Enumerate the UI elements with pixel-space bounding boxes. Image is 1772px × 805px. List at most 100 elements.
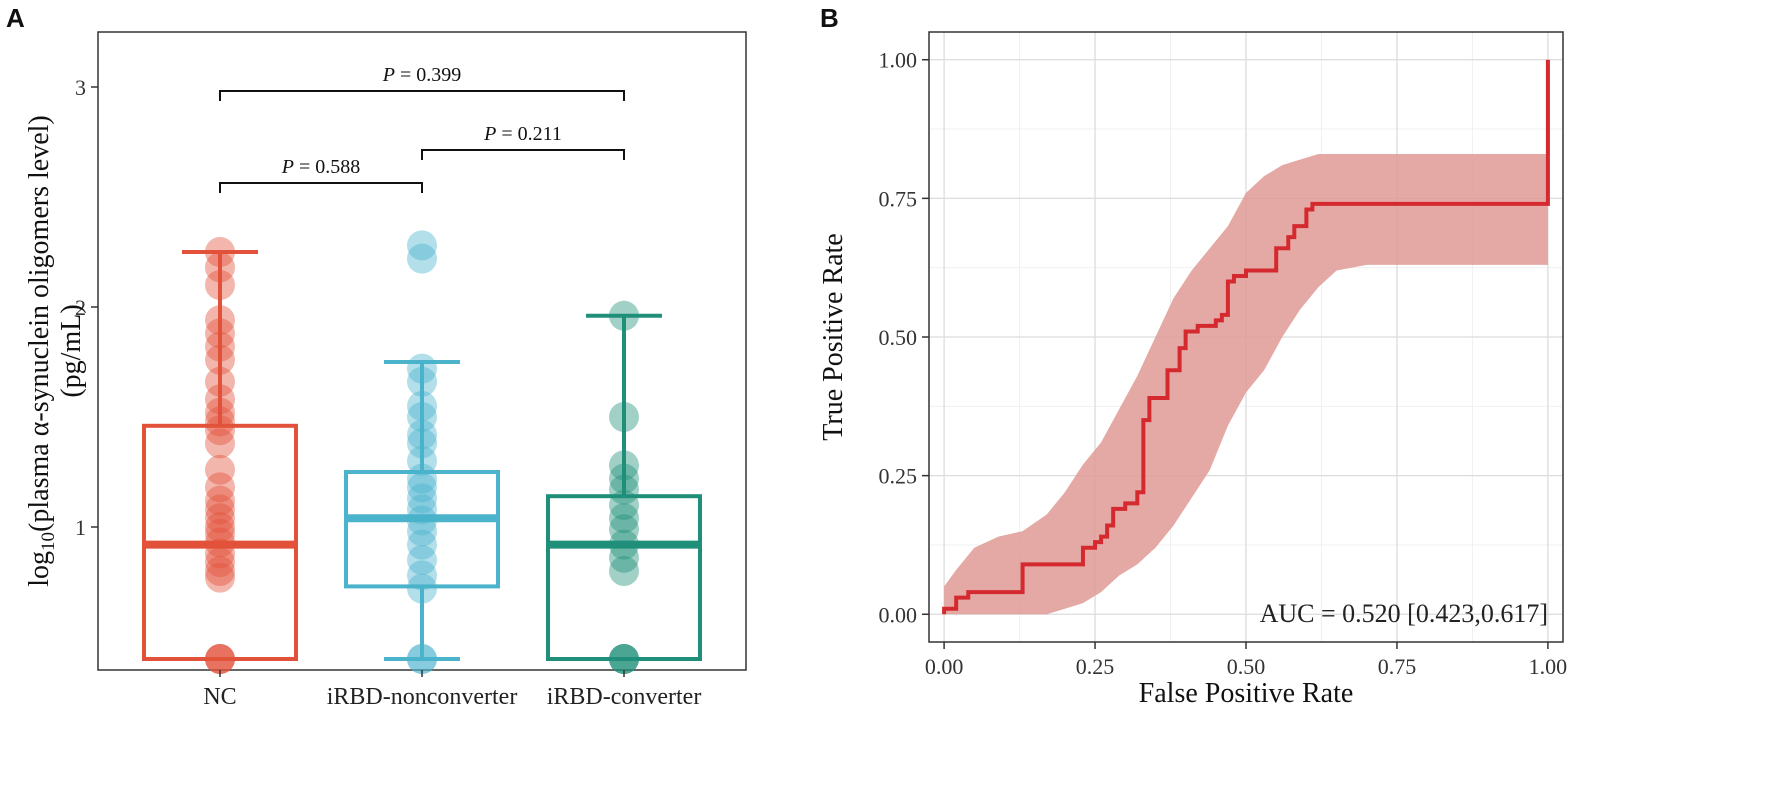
data-point: [407, 243, 437, 274]
data-point: [205, 562, 235, 593]
data-point: [205, 518, 235, 549]
comparison-bracket: P = 0.399: [219, 64, 625, 101]
data-point: [205, 644, 235, 674]
panel-letter-b: B: [820, 3, 839, 33]
data-point: [609, 644, 639, 674]
data-point: [407, 230, 437, 261]
data-point: [407, 516, 437, 547]
data-point: [609, 490, 639, 520]
data-point: [205, 415, 235, 446]
x-category-label: NC: [203, 684, 236, 710]
data-point: [205, 556, 235, 586]
p-value-label: P = 0.588: [281, 156, 361, 178]
x-tick-label-b: 0.75: [1378, 654, 1417, 679]
data-point: [205, 252, 235, 283]
data-point: [205, 344, 235, 375]
data-point: [205, 428, 235, 459]
y-tick-label-b: 1.00: [879, 48, 918, 73]
data-point: [407, 483, 437, 514]
data-point: [407, 391, 437, 421]
y-tick-label-b: 0.50: [879, 325, 918, 350]
data-point: [407, 573, 437, 604]
y-tick-label-b: 0.75: [879, 186, 918, 211]
data-point: [609, 402, 639, 432]
x-tick-label-b: 1.00: [1529, 654, 1568, 679]
data-point: [609, 474, 639, 505]
axis-ticks-b: 0.00 0.25 0.50 0.75 1.00 0.00 0.25 0.50 0.75 1.00: [879, 48, 1568, 679]
p-value-label: P = 0.399: [382, 64, 462, 86]
bracket-line: [421, 149, 625, 160]
roc-curve: [942, 59, 1550, 615]
data-point: [205, 305, 235, 336]
data-point: [609, 450, 639, 481]
data-point: [609, 644, 639, 674]
data-point: [407, 402, 437, 432]
iqr-box: [546, 494, 702, 662]
panel-letter-a: A: [6, 3, 25, 33]
bracket-line: [219, 90, 625, 101]
data-point: [205, 331, 235, 362]
data-point: [407, 366, 437, 397]
data-points: [205, 230, 639, 674]
p-value-label: P = 0.211: [483, 123, 562, 145]
data-point: [609, 529, 639, 560]
data-point: [609, 463, 639, 494]
box-series: [142, 250, 702, 662]
data-point: [609, 514, 639, 545]
data-point: [205, 270, 235, 300]
data-point: [205, 237, 235, 267]
x-tick-label-b: 0.50: [1227, 654, 1266, 679]
box-plot-panel: 1 2 3 P = 0.588 P = 0.211 P = 0.399 NC iRBD-n…: [24, 31, 747, 710]
data-point: [609, 300, 639, 331]
confidence-band: [944, 154, 1548, 615]
y-tick-label-a: 3: [75, 75, 86, 100]
data-point: [205, 503, 235, 534]
y-tick-label-b: 0.00: [879, 602, 918, 627]
data-point: [205, 494, 235, 525]
data-point: [609, 556, 639, 586]
comparison-bracket: P = 0.588: [219, 156, 423, 193]
data-point: [205, 538, 235, 569]
data-point: [205, 406, 235, 437]
data-point: [407, 529, 437, 560]
data-point: [205, 644, 235, 674]
data-point: [407, 463, 437, 494]
data-point: [407, 644, 437, 674]
y-axis-title-a-line2: (pg/mL): [56, 304, 87, 397]
bracket-line: [219, 182, 423, 193]
x-axis-title-b: False Positive Rate: [1139, 678, 1354, 709]
comparison-bracket: P = 0.211: [421, 123, 625, 160]
data-point: [205, 397, 235, 428]
x-category-label: iRBD-nonconverter: [327, 684, 518, 710]
data-point: [407, 494, 437, 525]
box-irbd-nonconverter: [344, 360, 500, 661]
roc-panel: 0.00 0.25 0.50 0.75 1.00 0.00 0.25 0.50 0.75 1.00…: [818, 31, 1568, 709]
x-category-label: iRBD-converter: [547, 684, 702, 710]
x-tick-label-b: 0.00: [925, 654, 964, 679]
data-point: [407, 472, 437, 503]
data-point: [407, 505, 437, 536]
box-irbd-converter: [546, 313, 702, 662]
data-point: [407, 419, 437, 450]
data-point: [205, 512, 235, 542]
data-point: [609, 503, 639, 534]
x-tick-label-b: 0.25: [1076, 654, 1115, 679]
data-point: [205, 644, 235, 674]
data-point: [205, 485, 235, 516]
y-tick-label-b: 0.25: [879, 464, 918, 489]
data-point: [407, 560, 437, 591]
auc-annotation: AUC = 0.520 [0.423,0.617]: [1260, 599, 1548, 628]
data-point: [407, 446, 437, 476]
data-point: [407, 644, 437, 674]
data-point: [609, 644, 639, 674]
y-axis-ticks-a: 1 2 3: [75, 75, 98, 540]
y-axis-title-b: True Positive Rate: [818, 233, 849, 440]
data-point: [205, 454, 235, 485]
y-tick-label-a: 1: [75, 515, 86, 540]
data-point: [609, 542, 639, 573]
data-point: [407, 428, 437, 459]
data-point: [205, 318, 235, 349]
data-point: [205, 366, 235, 397]
box-nc: [142, 250, 298, 661]
